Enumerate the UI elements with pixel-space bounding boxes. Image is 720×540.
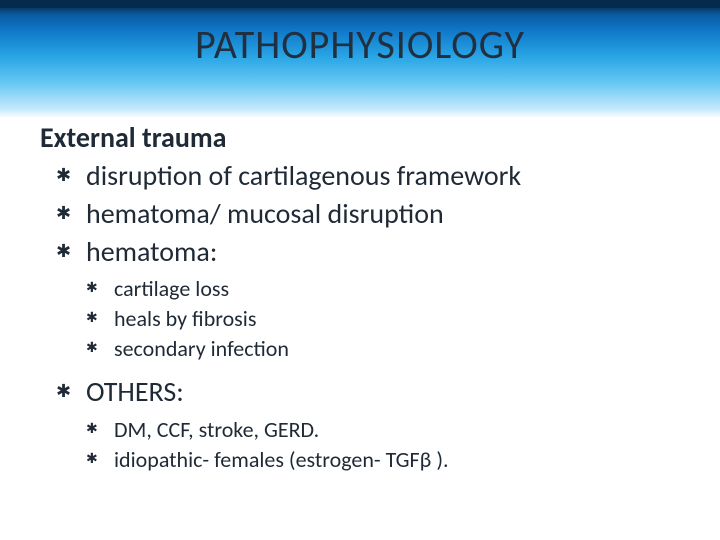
list-item: cartilage loss xyxy=(40,274,690,304)
subheader-external-trauma: External trauma xyxy=(40,120,690,155)
bullet-list-level1-a: disruption of cartilagenous framework he… xyxy=(40,157,690,270)
list-item: hematoma/ mucosal disruption xyxy=(40,195,690,233)
slide-content: External trauma disruption of cartilagen… xyxy=(40,120,690,485)
list-item: secondary infection xyxy=(40,334,690,364)
slide: PATHOPHYSIOLOGY External trauma disrupti… xyxy=(0,0,720,540)
slide-title: PATHOPHYSIOLOGY xyxy=(0,20,720,69)
list-item: hematoma: xyxy=(40,233,690,271)
list-item-others: OTHERS: xyxy=(40,373,690,411)
list-item: disruption of cartilagenous framework xyxy=(40,157,690,195)
list-item: heals by fibrosis xyxy=(40,304,690,334)
list-item: DM, CCF, stroke, GERD. xyxy=(40,415,690,445)
list-item: idiopathic- females (estrogen- TGFβ ). xyxy=(40,445,690,475)
bullet-list-level1-b: OTHERS: xyxy=(40,373,690,411)
bullet-list-level2-b: DM, CCF, stroke, GERD. idiopathic- femal… xyxy=(40,415,690,474)
bullet-list-level2-a: cartilage loss heals by fibrosis seconda… xyxy=(40,274,690,363)
